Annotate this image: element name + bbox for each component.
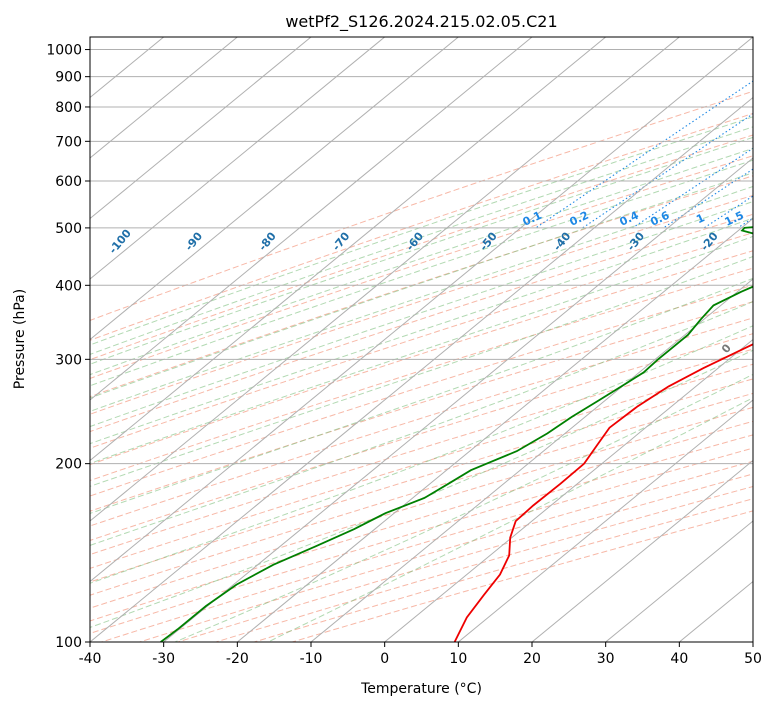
dry-adiabat-line	[138, 460, 753, 642]
x-tick-label: 20	[523, 651, 541, 667]
dry-adiabat-line	[90, 434, 753, 634]
moist-adiabat-line	[90, 200, 753, 428]
mixing-ratio-line	[632, 147, 753, 229]
isotherm-line	[90, 96, 753, 642]
y-tick-label: 200	[55, 457, 82, 473]
isotherm-label: -60	[403, 230, 426, 254]
y-tick-label: 700	[55, 134, 82, 150]
dry-adiabat-line	[90, 392, 753, 596]
mixing-ratio-label: 1.5	[723, 209, 746, 229]
isotherm-line	[531, 459, 753, 642]
isotherm-line	[236, 217, 753, 642]
y-tick-label: 1000	[46, 43, 82, 59]
dry-adiabat-line	[90, 348, 753, 556]
moist-adiabat-line	[90, 172, 753, 399]
dry-adiabat-line	[90, 213, 753, 433]
moist-adiabat-line	[90, 159, 753, 387]
x-tick-label: 10	[449, 651, 467, 667]
isotherm-line	[310, 278, 753, 642]
y-tick-label: 400	[55, 278, 82, 294]
x-axis-label: Temperature (°C)	[360, 681, 482, 697]
isotherm-label: -40	[551, 230, 574, 254]
moist-adiabat-line	[267, 397, 753, 642]
dry-adiabat-line	[90, 250, 753, 466]
isotherm-line	[90, 37, 681, 522]
x-tick-label: -10	[300, 651, 323, 667]
isotherm-line	[90, 37, 239, 159]
moist-adiabat-line	[90, 136, 753, 365]
y-tick-label: 600	[55, 174, 82, 190]
dry-adiabat-line	[90, 113, 753, 341]
x-tick-label: -30	[152, 651, 175, 667]
mixing-ratio-label: 1	[694, 211, 706, 226]
y-axis-label: Pressure (hPa)	[12, 289, 28, 389]
moist-adiabat-line	[90, 116, 753, 346]
dry-adiabat-line	[90, 284, 753, 497]
isotherm-line	[752, 641, 753, 642]
dry-adiabat-line	[90, 363, 753, 569]
dewpoint-profile-line	[160, 226, 753, 642]
isotherm-label: -70	[330, 230, 353, 254]
dry-adiabat-line	[90, 155, 753, 379]
mixing-ratio-label: 0.2	[568, 209, 591, 229]
moist-adiabat-line	[90, 147, 753, 376]
isotherm-line	[90, 37, 533, 401]
y-tick-label: 300	[55, 352, 82, 368]
dry-adiabat-line	[90, 232, 753, 449]
mixing-ratio-line	[703, 195, 753, 229]
isotherm-line	[90, 37, 312, 220]
moist-adiabat-line	[90, 349, 753, 628]
x-tick-label: 50	[744, 651, 762, 667]
isotherm-line	[90, 37, 753, 583]
mixing-ratio-label: 0.6	[648, 209, 671, 229]
isotherm-label: -80	[256, 230, 279, 254]
y-tick-label: 100	[55, 635, 82, 651]
isotherm-line	[678, 580, 753, 642]
isotherm-line	[90, 37, 460, 341]
x-tick-label: -40	[79, 651, 102, 667]
isotherm-line	[604, 520, 753, 642]
moist-adiabat-line	[174, 373, 753, 642]
temperature-profile-line	[453, 343, 753, 642]
moist-adiabat-line	[90, 185, 753, 412]
dry-adiabat-line	[90, 134, 753, 361]
isotherm-label: -100	[106, 227, 134, 257]
x-tick-label: 30	[597, 651, 615, 667]
mixing-ratio-label: 0.4	[618, 209, 641, 229]
chart-title: wetPf2_S126.2024.215.02.05.C21	[285, 12, 557, 32]
moist-adiabat-line	[90, 255, 753, 487]
dry-adiabat-line	[99, 447, 753, 642]
x-tick-label: -20	[226, 651, 249, 667]
isotherm-line	[162, 157, 753, 642]
y-tick-label: 900	[55, 70, 82, 86]
y-tick-label: 500	[55, 221, 82, 237]
isotherm-line	[90, 37, 607, 462]
moist-adiabat-line	[90, 126, 753, 355]
mixing-ratio-line	[763, 25, 775, 228]
x-tick-label: 0	[380, 651, 389, 667]
moist-adiabat-line	[90, 277, 753, 514]
isotherm-line	[457, 399, 753, 642]
isotherm-label: -90	[182, 230, 205, 254]
isotherm-line	[90, 37, 386, 280]
dry-adiabat-line	[252, 498, 753, 642]
y-tick-label: 800	[55, 100, 82, 116]
dry-adiabat-line	[90, 333, 753, 541]
dry-adiabat-line	[90, 301, 753, 512]
isotherm-line	[383, 338, 753, 642]
plot-frame	[89, 36, 754, 643]
isotherm-label: -30	[624, 230, 647, 254]
x-tick-label: 40	[670, 651, 688, 667]
isotherm-label: -20	[698, 230, 721, 254]
mixing-ratio-line	[737, 217, 753, 229]
